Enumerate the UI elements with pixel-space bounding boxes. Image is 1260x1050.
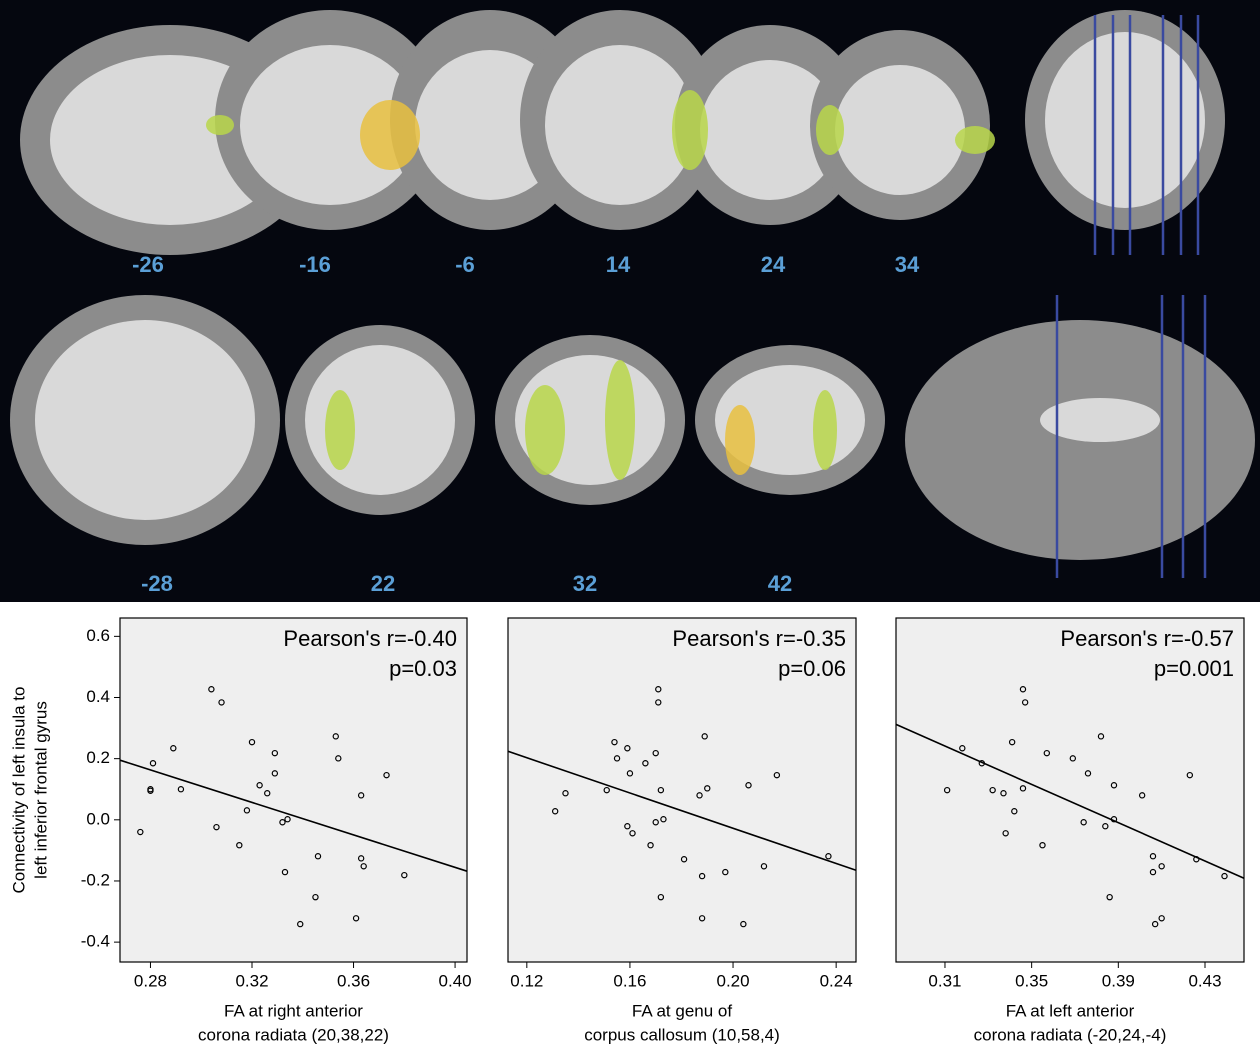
- slice-label: 14: [606, 252, 631, 277]
- annotation: p=0.001: [1154, 656, 1234, 681]
- x-tick-label: 0.24: [820, 971, 853, 990]
- x-axis-label: corpus callosum (10,58,4): [584, 1025, 780, 1044]
- slice-label: -6: [455, 252, 475, 277]
- x-axis-label: FA at genu of: [632, 1001, 732, 1020]
- slice-label: -26: [132, 252, 164, 277]
- scatter-panels: 0.28 0.32 0.36 0.40 -0.4 -0.2 0.0 0.2 0.4 0.6 Conn…: [9, 618, 1244, 1044]
- x-axis-label: corona radiata (20,38,22): [198, 1025, 389, 1044]
- y-tick-label: -0.2: [81, 870, 110, 889]
- x-axis-label: FA at right anterior: [224, 1001, 363, 1020]
- slice-label: -28: [141, 571, 173, 596]
- y-tick-label: 0.2: [86, 748, 110, 767]
- figure: -26 -16 -6 14 24 34 -28 22 32 42 0.28 0.3…: [0, 0, 1260, 1050]
- x-tick-label: 0.28: [134, 971, 167, 990]
- annotation: Pearson's r=-0.35: [672, 626, 846, 651]
- y-axis-label: Connectivity of left insula to: [9, 687, 28, 894]
- x-tick-label: 0.32: [235, 971, 268, 990]
- slice-label: 22: [371, 571, 395, 596]
- slice-label: 24: [761, 252, 786, 277]
- y-axis-label: left inferior frontal gyrus: [31, 701, 50, 879]
- slice-label: -16: [299, 252, 331, 277]
- x-tick-label: 0.16: [613, 971, 646, 990]
- slice-label: 42: [768, 571, 792, 596]
- y-tick-label: 0.6: [86, 626, 110, 645]
- annotation: p=0.03: [389, 656, 457, 681]
- y-tick-label: 0.0: [86, 809, 110, 828]
- x-tick-label: 0.20: [716, 971, 749, 990]
- slice-label: 34: [895, 252, 920, 277]
- x-axis-label: corona radiata (-20,24,-4): [974, 1025, 1167, 1044]
- x-tick-label: 0.35: [1015, 971, 1048, 990]
- x-tick-label: 0.39: [1102, 971, 1135, 990]
- x-tick-label: 0.36: [337, 971, 370, 990]
- x-axis-label: FA at left anterior: [1006, 1001, 1135, 1020]
- y-tick-label: 0.4: [86, 687, 110, 706]
- slice-label: 32: [573, 571, 597, 596]
- x-tick-label: 0.31: [928, 971, 961, 990]
- annotation: Pearson's r=-0.57: [1060, 626, 1234, 651]
- x-tick-label: 0.40: [439, 971, 472, 990]
- x-tick-label: 0.12: [510, 971, 543, 990]
- y-tick-label: -0.4: [81, 932, 110, 951]
- annotation: p=0.06: [778, 656, 846, 681]
- brain-panel: -26 -16 -6 14 24 34 -28 22 32 42: [0, 0, 1260, 602]
- x-tick-label: 0.43: [1188, 971, 1221, 990]
- annotation: Pearson's r=-0.40: [283, 626, 457, 651]
